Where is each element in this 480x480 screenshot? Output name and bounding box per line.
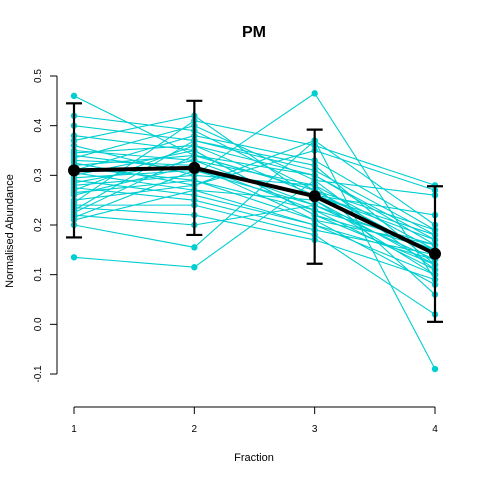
y-tick-label: 0.2: [33, 218, 44, 232]
x-axis: 1 2 3 4: [71, 406, 438, 435]
y-tick-label: 0.0: [33, 317, 44, 331]
x-tick-label: 1: [71, 424, 77, 435]
y-tick-label: 0.4: [33, 118, 44, 132]
profile-point: [70, 254, 78, 261]
mean-point: [308, 190, 321, 203]
profile-line: [73, 120, 436, 204]
y-tick-label: 0.5: [33, 69, 44, 83]
profile-line: [73, 115, 436, 276]
x-tick-label: 2: [192, 424, 198, 435]
profile-point: [431, 365, 439, 373]
profile-point: [191, 244, 198, 251]
profile-line: [73, 144, 436, 241]
profile-line: [73, 149, 436, 201]
profile-line: [73, 139, 436, 266]
profile-line: [73, 164, 436, 246]
mean-profile: [66, 99, 443, 323]
profile-line: [73, 179, 436, 268]
profile-line: [73, 204, 436, 251]
profile-line: [73, 179, 436, 271]
profile-line: [73, 125, 436, 271]
mean-point: [188, 161, 201, 174]
mean-point: [429, 247, 441, 260]
mean-line: [73, 165, 436, 256]
profile-point: [70, 92, 78, 100]
profile-lines: [70, 90, 439, 373]
mean-point: [68, 164, 80, 177]
x-axis-label: Fraction: [234, 452, 274, 464]
profile-point: [191, 264, 198, 271]
y-axis: -0.1 0.0 0.1 0.2 0.3 0.4 0.5: [33, 69, 58, 383]
profile-line: [73, 154, 436, 231]
x-tick-label: 4: [432, 424, 438, 435]
chart-title: PM: [242, 24, 266, 41]
profile-line: [73, 179, 436, 276]
y-tick-label: 0.3: [33, 168, 44, 182]
profile-line: [73, 189, 436, 261]
y-tick-label: -0.1: [33, 365, 44, 383]
profile-line: [73, 135, 436, 231]
profile-line: [73, 139, 436, 370]
profile-point: [311, 90, 318, 97]
profile-line: [73, 207, 436, 281]
x-tick-label: 3: [312, 424, 318, 435]
y-tick-label: 0.1: [33, 267, 44, 281]
y-axis-label: Normalised Abundance: [4, 174, 16, 288]
profile-line: [73, 125, 436, 236]
profile-line: [74, 204, 436, 315]
